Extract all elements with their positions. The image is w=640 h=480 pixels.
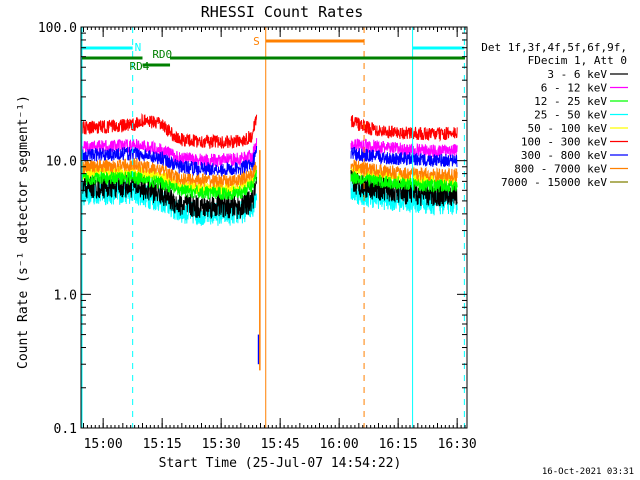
series-line <box>80 180 258 226</box>
series-line <box>350 146 458 168</box>
legend-entry-label: 6 - 12 keV <box>541 82 608 95</box>
chart-title: RHESSI Count Rates <box>201 3 364 21</box>
interval-bar-label: S <box>253 35 260 48</box>
x-tick-label: 16:30 <box>438 437 477 452</box>
y-axis: 0.1 1.0 10.0 100.0 <box>38 21 467 437</box>
y-axis-label: Count Rate (s⁻¹ detector segment⁻¹) <box>16 95 31 369</box>
x-axis-label: Start Time (25-Jul-07 14:54:22) <box>159 456 402 471</box>
legend-entry-label: 800 - 7000 keV <box>514 163 607 176</box>
legend-entry-label: 12 - 25 keV <box>534 95 607 108</box>
legend: Det 1f,3f,4f,5f,6f,9f, FDecim 1, Att 0 3… <box>481 41 628 189</box>
footer-timestamp: 16-Oct-2021 03:31 <box>542 467 634 477</box>
interval-bar-label: N <box>135 41 142 54</box>
interval-bar-label: RD4 <box>130 60 150 73</box>
legend-entry-label: 7000 - 15000 keV <box>501 176 607 189</box>
y-tick-label: 0.1 <box>54 422 77 437</box>
x-tick-label: 15:00 <box>84 437 123 452</box>
legend-entry-label: 50 - 100 keV <box>528 122 608 135</box>
x-tick-label: 15:45 <box>261 437 300 452</box>
series-line <box>350 171 458 193</box>
legend-entry-label: 100 - 300 keV <box>521 136 607 149</box>
series-line <box>80 145 258 177</box>
series-line <box>80 169 257 201</box>
legend-header-line-2: FDecim 1, Att 0 <box>528 54 627 67</box>
series-line <box>350 115 458 143</box>
legend-entry-label: 300 - 800 keV <box>521 149 607 162</box>
y-tick-label: 1.0 <box>54 288 77 303</box>
series-line <box>80 157 257 188</box>
interval-bar-label: RD0 <box>152 48 172 61</box>
y-tick-label: 100.0 <box>38 21 77 36</box>
x-tick-label: 15:30 <box>202 437 241 452</box>
y-tick-label: 10.0 <box>46 155 77 170</box>
series-layer <box>80 113 458 371</box>
x-tick-label: 16:00 <box>320 437 359 452</box>
plot-frame <box>80 26 468 429</box>
x-axis: 15:00 15:15 15:30 15:45 16:00 16:15 16:30 <box>82 27 477 452</box>
legend-header-line-1: Det 1f,3f,4f,5f,6f,9f, <box>481 41 627 54</box>
legend-entry-label: 25 - 50 keV <box>534 109 607 122</box>
x-tick-label: 15:15 <box>143 437 182 452</box>
x-tick-label: 16:15 <box>379 437 418 452</box>
legend-entry-label: 3 - 6 keV <box>547 68 607 81</box>
series-line <box>350 159 458 183</box>
series-line <box>80 113 258 150</box>
series-line <box>350 169 458 207</box>
